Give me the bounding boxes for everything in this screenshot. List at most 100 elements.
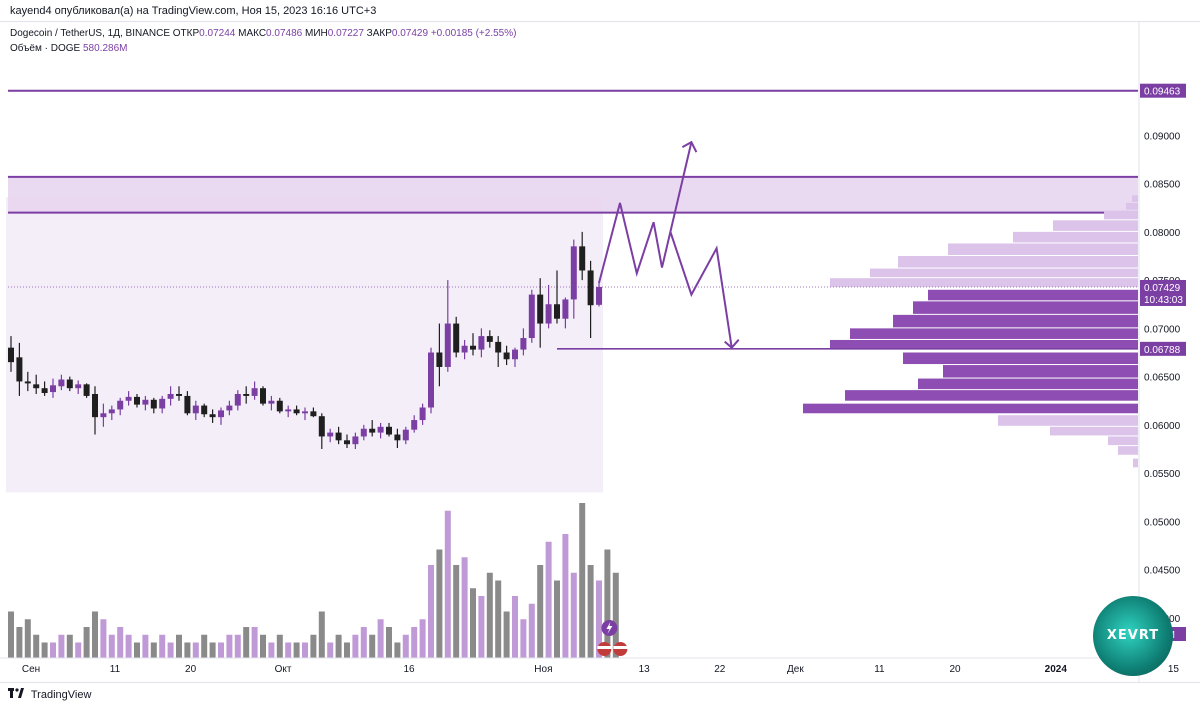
- volume-bar: [478, 596, 485, 658]
- volume-bar: [570, 572, 577, 658]
- candle-body: [41, 388, 48, 394]
- volume-bar: [83, 627, 90, 658]
- candle-body: [83, 384, 90, 396]
- candle: [226, 400, 233, 416]
- candle-body: [486, 336, 493, 342]
- countdown-label: 10:43:03: [1144, 295, 1183, 306]
- price-label-box: [1140, 279, 1186, 306]
- volume-bar: [461, 557, 468, 658]
- high-value: 0.07486: [266, 28, 303, 39]
- volume-bar: [251, 627, 258, 658]
- candle: [545, 284, 552, 329]
- candle: [377, 422, 384, 439]
- candle-body: [335, 432, 342, 441]
- volume-bar: [159, 634, 166, 658]
- volume-profile-bar: [803, 403, 1138, 414]
- volume-bar: [302, 642, 308, 658]
- candle-body: [453, 323, 460, 353]
- candle: [503, 345, 510, 366]
- candle: [444, 280, 451, 372]
- volume-bar: [352, 634, 359, 658]
- footer-bar: TradingView: [0, 682, 1200, 707]
- candle-body: [360, 428, 367, 437]
- candle-body: [310, 411, 317, 417]
- volume-bar: [58, 634, 65, 658]
- candle-body: [92, 393, 98, 418]
- volume-bar: [218, 642, 224, 658]
- candle: [386, 422, 392, 437]
- candle-body: [66, 379, 73, 389]
- candle: [310, 407, 317, 418]
- candle: [537, 278, 544, 348]
- candle: [293, 405, 300, 416]
- price-label-box: [1140, 341, 1186, 356]
- candle: [394, 428, 401, 449]
- volume-bar: [243, 627, 250, 658]
- candle: [117, 397, 124, 416]
- candle-body: [201, 405, 208, 415]
- candle: [579, 231, 586, 281]
- candle: [486, 330, 493, 348]
- volume-profile-bar: [913, 301, 1138, 314]
- candle: [344, 434, 350, 449]
- time-tick-label: 11: [874, 664, 885, 675]
- candle: [335, 426, 342, 445]
- candle-body: [470, 345, 476, 350]
- volume-bar: [428, 565, 434, 658]
- low-value: 0.07227: [327, 28, 364, 39]
- volume-bar: [486, 572, 493, 658]
- volume-profile-bar: [1108, 436, 1138, 446]
- candle: [209, 409, 216, 423]
- volume-bar: [16, 627, 23, 658]
- footer-brand[interactable]: TradingView: [30, 689, 92, 701]
- candle-body: [386, 426, 392, 435]
- volume-bar: [512, 596, 518, 658]
- watermark-logo: XEVRT: [1093, 596, 1173, 676]
- candle-body: [436, 352, 443, 367]
- volume-bar: [453, 565, 460, 658]
- candle: [100, 403, 107, 427]
- candle: [201, 403, 208, 418]
- candle-body: [117, 400, 124, 410]
- price-chart[interactable]: 0.090000.085000.080000.075000.070000.065…: [0, 22, 1200, 682]
- candle-body: [24, 381, 31, 384]
- us-flag-stripe: [597, 646, 612, 649]
- candle: [453, 316, 460, 358]
- time-tick-label: Дек: [787, 664, 804, 675]
- close-value: 0.07429: [391, 28, 429, 39]
- candle: [268, 395, 275, 411]
- symbol-name[interactable]: Dogecoin / TetherUS, 1Д, BINANCE: [10, 28, 170, 39]
- candle: [512, 347, 518, 367]
- candle-body: [369, 428, 376, 433]
- candle: [478, 328, 485, 358]
- volume-profile-bar: [830, 339, 1138, 349]
- tradingview-logo-icon: [8, 683, 24, 707]
- price-tick-label: 0.06500: [1144, 373, 1181, 384]
- volume-profile-bar: [1132, 195, 1138, 202]
- volume-label: Объём · DOGE: [10, 43, 81, 54]
- candle: [8, 336, 14, 372]
- candle: [528, 289, 535, 343]
- volume-bar: [377, 619, 384, 658]
- ohlc-row: Dogecoin / TetherUS, 1Д, BINANCE ОТКР0.0…: [10, 26, 516, 41]
- volume-bar: [394, 642, 401, 658]
- candle: [352, 432, 359, 449]
- price-tick-label: 0.05500: [1144, 469, 1181, 480]
- candle: [520, 328, 527, 356]
- candle: [562, 297, 569, 329]
- volume-bar: [150, 642, 157, 658]
- candle-body: [192, 405, 199, 414]
- volume-bar: [612, 572, 619, 658]
- volume-row: Объём · DOGE 580.286M: [10, 41, 516, 56]
- time-tick-label: 22: [714, 664, 726, 675]
- volume-bar: [369, 634, 376, 658]
- candle-body: [478, 336, 485, 350]
- volume-bar: [117, 627, 124, 658]
- candle-body: [58, 379, 65, 387]
- resistance-zone: [8, 176, 1138, 213]
- price-tick-label: 0.08000: [1144, 228, 1181, 239]
- volume-bar: [579, 503, 586, 658]
- volume-bar: [293, 642, 300, 658]
- candle: [276, 397, 283, 414]
- candle-body: [251, 388, 258, 396]
